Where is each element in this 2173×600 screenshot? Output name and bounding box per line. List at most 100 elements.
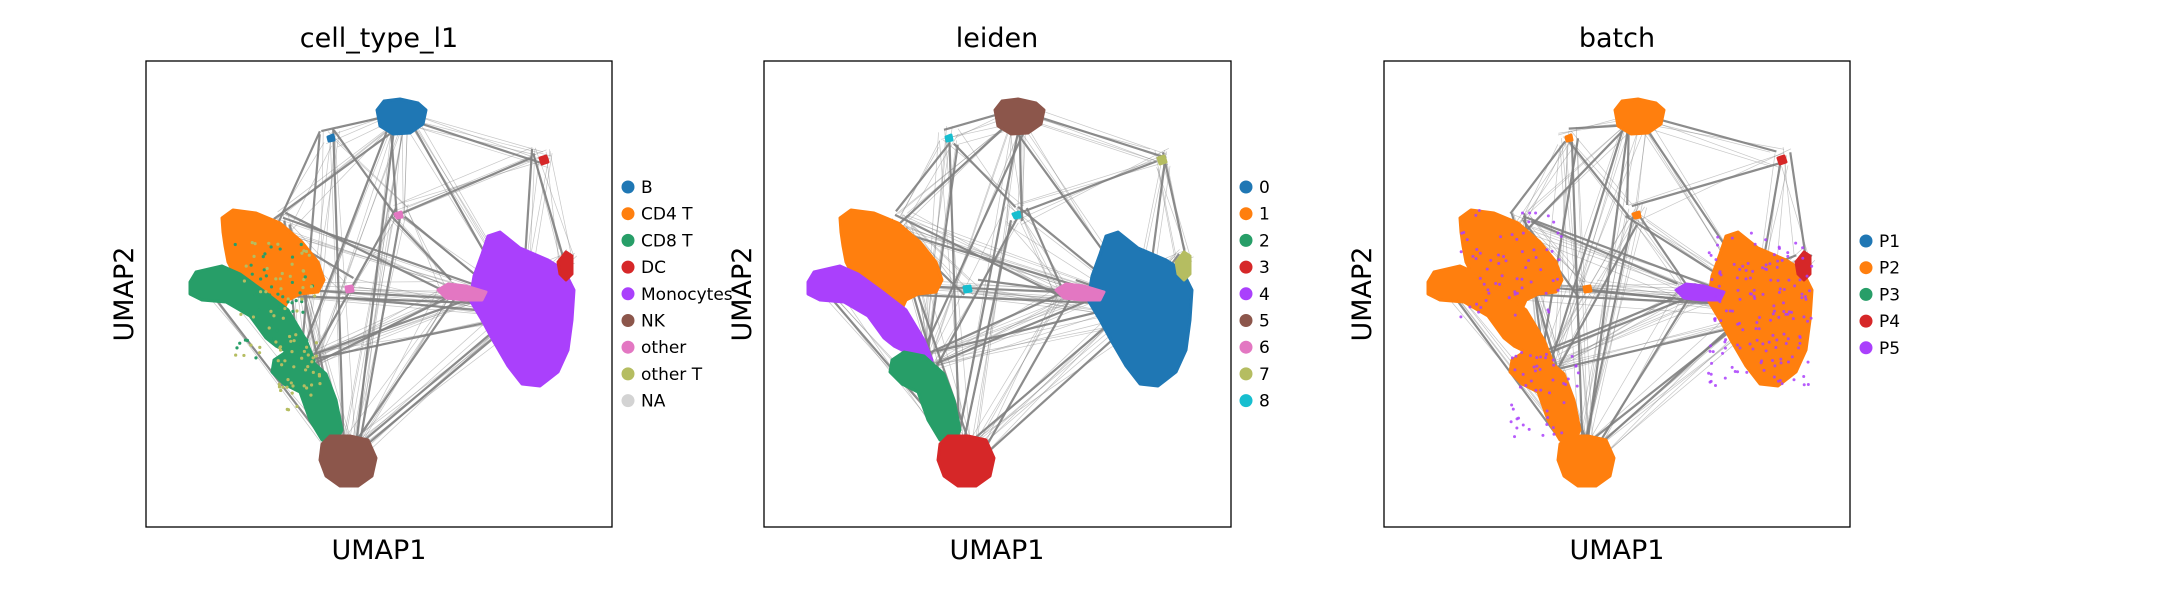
cell-point: [287, 334, 292, 339]
cell-point: [1459, 315, 1463, 319]
cell-point: [309, 383, 314, 387]
cell-point: [313, 294, 317, 298]
cell-point: [1736, 370, 1740, 374]
paga-edge: [1641, 126, 1771, 167]
cell-point: [1800, 296, 1804, 300]
cell-point: [1780, 258, 1784, 262]
cell-point: [1753, 296, 1757, 300]
cluster-blob-sR: [1776, 154, 1788, 166]
cell-point: [1510, 356, 1514, 360]
paga-edge: [1575, 126, 1590, 465]
cell-point: [1532, 365, 1536, 369]
paga-edge: [1637, 213, 1694, 295]
cell-point: [1708, 349, 1712, 353]
paga-edge: [1541, 206, 1645, 371]
paga-edge: [1584, 121, 1630, 455]
cell-point: [286, 378, 290, 382]
panel-title: leiden: [956, 23, 1038, 54]
cell-point: [233, 242, 237, 247]
cell-point: [1513, 368, 1517, 372]
panel-cell-type-l1: cell_type_l1 UMAP1 UMAP2 B CD4 T CD8 T DC Mo…: [109, 23, 733, 566]
paga-edge: [901, 214, 1065, 292]
cell-point: [1551, 378, 1555, 382]
paga-edge: [923, 126, 948, 371]
cell-point: [1560, 431, 1564, 435]
cell-point: [285, 407, 289, 411]
paga-edge: [934, 288, 1056, 363]
cell-point: [1529, 379, 1533, 383]
cell-point: [1544, 352, 1548, 356]
cell-point: [1714, 295, 1718, 299]
paga-edge: [1641, 148, 1792, 220]
cell-point: [301, 310, 305, 314]
cell-point: [1714, 258, 1718, 262]
paga-edge: [307, 291, 443, 355]
paga-edge: [1024, 118, 1169, 165]
paga-edge: [1578, 207, 1648, 465]
paga-edge: [1558, 113, 1630, 364]
paga-edge: [907, 114, 1021, 214]
cell-point: [1728, 309, 1732, 313]
paga-edge: [1027, 105, 1167, 155]
cell-point: [272, 314, 276, 318]
cell-point: [1499, 235, 1503, 239]
cell-point: [1782, 332, 1786, 336]
cell-point: [314, 354, 318, 358]
paga-edge: [273, 124, 403, 220]
legend-marker: [621, 367, 635, 381]
legend-marker: [1239, 394, 1253, 408]
paga-edge: [1565, 137, 1631, 218]
cell-point: [1474, 213, 1478, 217]
cell-point: [1546, 308, 1550, 312]
paga-edge: [333, 138, 408, 208]
paga-edge: [1537, 145, 1561, 355]
paga-edge: [1627, 152, 1785, 206]
cell-point: [1539, 388, 1543, 392]
legend-marker: [1239, 260, 1253, 274]
cell-point: [1794, 241, 1798, 245]
paga-edge: [1006, 221, 1059, 282]
paga-edge: [1631, 160, 1787, 208]
cell-point: [1497, 262, 1501, 266]
cell-point: [1547, 391, 1551, 395]
cell-point: [1779, 357, 1783, 361]
paga-edge: [393, 119, 403, 223]
cell-point: [1782, 309, 1786, 313]
cell-point: [1802, 383, 1806, 387]
paga-edge: [392, 213, 452, 281]
paga-edge: [926, 297, 1072, 367]
x-axis-label: UMAP1: [332, 535, 427, 566]
cell-point: [1752, 288, 1756, 292]
paga-edge: [1013, 204, 1066, 285]
cell-point: [1719, 319, 1723, 323]
plot-frame: [145, 60, 613, 528]
cell-point: [1713, 383, 1717, 387]
paga-edge: [302, 124, 393, 353]
paga-edge: [965, 298, 1059, 465]
cell-point: [1498, 282, 1502, 286]
cell-point: [1494, 282, 1498, 286]
paga-edge: [272, 130, 321, 233]
paga-edge: [303, 281, 454, 367]
cell-point: [1730, 365, 1734, 369]
cell-point: [281, 295, 285, 299]
cell-point: [276, 292, 280, 296]
cell-point: [1782, 288, 1786, 292]
cell-point: [1736, 288, 1740, 292]
paga-edge: [932, 222, 1019, 364]
cell-point: [1775, 265, 1779, 269]
cell-point: [1711, 350, 1715, 354]
cell-point: [292, 339, 296, 343]
cell-point: [1521, 423, 1525, 427]
cell-point: [1500, 274, 1504, 278]
paga-edge: [1781, 165, 1811, 263]
paga-edge: [904, 224, 975, 297]
cell-point: [1527, 427, 1531, 431]
paga-edge: [1527, 132, 1572, 219]
paga-edge: [1017, 160, 1158, 215]
cell-point: [1534, 256, 1538, 260]
cluster-blob-top: [375, 97, 428, 136]
legend-label: 4: [1259, 285, 1270, 305]
cell-point: [1759, 361, 1763, 365]
